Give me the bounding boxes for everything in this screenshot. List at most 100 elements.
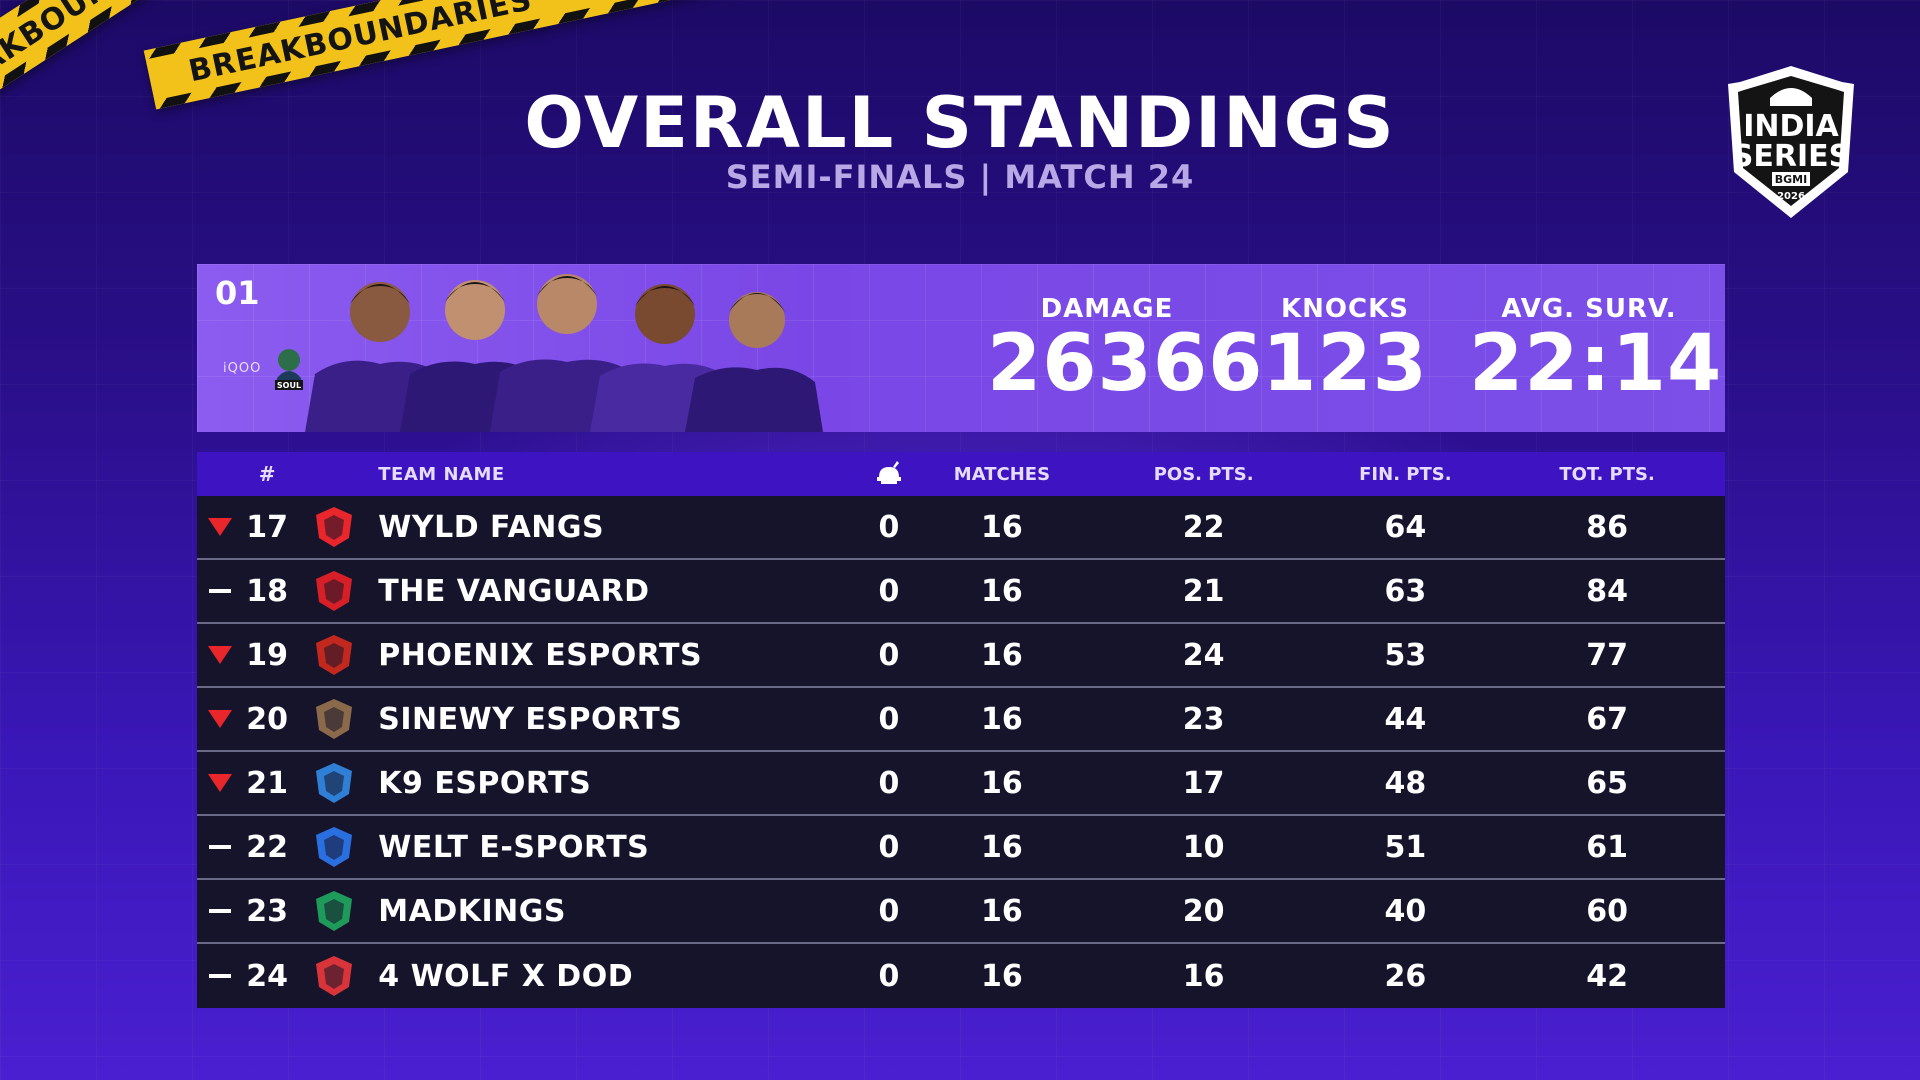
trend-same-icon xyxy=(209,974,232,978)
fin-pts-header: FIN. PTS. xyxy=(1359,463,1452,485)
team-logo-cell xyxy=(291,824,379,870)
avg-survival-stat: AVG. SURV. 22:14 xyxy=(1469,294,1723,409)
wyld-fangs-logo xyxy=(316,507,353,547)
team-name-cell: PHOENIX ESPORTS xyxy=(378,637,703,673)
team-name-cell: THE VANGUARD xyxy=(378,573,650,609)
trend-cell xyxy=(197,974,244,978)
phoenix-esports-logo xyxy=(316,635,353,675)
trend-cell xyxy=(197,589,244,593)
knocks-label: KNOCKS xyxy=(1281,294,1409,324)
avg-survival-label: AVG. SURV. xyxy=(1501,294,1677,324)
trend-cell xyxy=(197,646,244,664)
fin-pts-cell: 48 xyxy=(1384,765,1427,801)
matches-cell: 16 xyxy=(981,893,1023,929)
tot-pts-cell: 67 xyxy=(1586,701,1628,737)
wins-cell: 0 xyxy=(878,701,900,737)
welt-esports-logo xyxy=(316,827,353,867)
table-row: 23 MADKINGS 0 16 20 40 60 xyxy=(197,880,1725,944)
trend-cell xyxy=(197,774,244,792)
soul-logo-text: SOUL xyxy=(277,381,301,390)
fin-pts-cell: 40 xyxy=(1384,893,1427,929)
team-name-cell: WYLD FANGS xyxy=(378,509,605,545)
tot-pts-cell: 60 xyxy=(1586,893,1628,929)
fin-pts-cell: 44 xyxy=(1384,701,1427,737)
logo-line1: INDIA xyxy=(1743,109,1839,144)
matches-header: MATCHES xyxy=(953,463,1051,485)
table-row: 20 SINEWY ESPORTS 0 16 23 44 67 xyxy=(197,688,1725,752)
top-team-rank: 01 xyxy=(215,274,260,312)
team-name-cell: SINEWY ESPORTS xyxy=(378,701,683,737)
fin-pts-cell: 53 xyxy=(1384,637,1427,673)
team-logo-cell xyxy=(291,568,379,614)
rank-cell: 22 xyxy=(246,829,289,865)
fin-pts-cell: 63 xyxy=(1384,573,1427,609)
wins-cell: 0 xyxy=(878,637,900,673)
fin-pts-cell: 64 xyxy=(1384,509,1427,545)
india-series-logo: INDIA SERIES BGMI 2026 xyxy=(1728,66,1854,218)
matches-cell: 16 xyxy=(981,829,1023,865)
damage-stat: DAMAGE 26366 xyxy=(987,294,1262,404)
matches-cell: 16 xyxy=(981,701,1023,737)
team-players-photo xyxy=(305,274,823,432)
table-header: # TEAM NAME MATCHES POS. PTS. FIN. PTS. … xyxy=(197,452,1725,496)
team-name-cell: WELT E-SPORTS xyxy=(378,829,650,865)
team-logo-cell xyxy=(291,760,379,806)
fin-pts-cell: 26 xyxy=(1384,958,1427,994)
sinewy-esports-logo xyxy=(316,699,353,739)
trend-down-icon xyxy=(208,710,233,728)
wins-cell: 0 xyxy=(878,829,900,865)
top-team-card: 01 iQOO SOUL xyxy=(197,264,1725,432)
trend-down-icon xyxy=(208,518,233,536)
page-title: OVERALL STANDINGS xyxy=(524,82,1396,164)
damage-label: DAMAGE xyxy=(1040,294,1174,324)
fin-pts-cell: 51 xyxy=(1384,829,1427,865)
chicken-dinner-header xyxy=(860,459,918,490)
rank-cell: 19 xyxy=(246,637,289,673)
rank-cell: 17 xyxy=(246,509,289,545)
soul-team-logo: SOUL xyxy=(275,349,303,390)
the-vanguard-logo xyxy=(316,571,353,611)
pos-pts-cell: 23 xyxy=(1182,701,1225,737)
matches-cell: 16 xyxy=(981,509,1023,545)
standings-table: # TEAM NAME MATCHES POS. PTS. FIN. PTS. … xyxy=(197,452,1725,1008)
knocks-stat: KNOCKS 123 xyxy=(1245,294,1445,404)
sponsor-label: iQOO xyxy=(223,361,262,376)
trend-cell xyxy=(197,518,244,536)
player-silhouette xyxy=(685,292,823,432)
trend-cell xyxy=(197,710,244,728)
logo-badge: BGMI xyxy=(1775,173,1807,186)
trend-down-icon xyxy=(208,646,233,664)
rank-cell: 24 xyxy=(246,958,289,994)
tot-pts-cell: 61 xyxy=(1586,829,1628,865)
k9-esports-logo xyxy=(316,763,353,803)
table-row: 19 PHOENIX ESPORTS 0 16 24 53 77 xyxy=(197,624,1725,688)
table-row: 21 K9 ESPORTS 0 16 17 48 65 xyxy=(197,752,1725,816)
rank-cell: 18 xyxy=(246,573,289,609)
tot-pts-cell: 65 xyxy=(1586,765,1628,801)
wins-cell: 0 xyxy=(878,893,900,929)
table-row: 18 THE VANGUARD 0 16 21 63 84 xyxy=(197,560,1725,624)
trend-same-icon xyxy=(209,845,232,849)
team-logo-cell xyxy=(291,696,379,742)
knocks-value: 123 xyxy=(1262,319,1428,409)
trend-same-icon xyxy=(209,909,232,913)
table-row: 24 4 WOLF X DOD 0 16 16 26 42 xyxy=(197,944,1725,1008)
team-logo-cell xyxy=(291,632,379,678)
trend-same-icon xyxy=(209,589,232,593)
rank-cell: 21 xyxy=(246,765,289,801)
trend-cell xyxy=(197,845,244,849)
pos-pts-cell: 22 xyxy=(1182,509,1225,545)
pos-pts-cell: 16 xyxy=(1182,958,1225,994)
tot-pts-cell: 84 xyxy=(1586,573,1628,609)
matches-cell: 16 xyxy=(981,637,1023,673)
table-body: 17 WYLD FANGS 0 16 22 64 86 18 THE VANGUARD 0 16 21… xyxy=(197,496,1725,1008)
4-wolf-x-dod-logo xyxy=(316,956,353,996)
rank-header: # xyxy=(258,462,276,486)
wins-cell: 0 xyxy=(878,958,900,994)
wins-cell: 0 xyxy=(878,509,900,545)
trend-down-icon xyxy=(208,774,233,792)
rank-cell: 20 xyxy=(246,701,289,737)
tot-pts-cell: 86 xyxy=(1586,509,1628,545)
matches-cell: 16 xyxy=(981,765,1023,801)
avg-survival-value: 22:14 xyxy=(1469,319,1723,409)
